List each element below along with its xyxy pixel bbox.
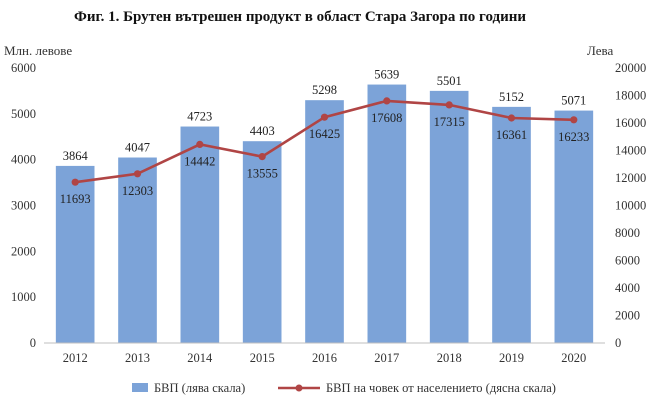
bar: [242, 141, 282, 343]
left-axis-title: Млн. левове: [4, 43, 72, 58]
line-data-label: 11693: [60, 192, 91, 206]
right-tick-label: 14000: [615, 144, 646, 158]
bar-data-label: 5298: [312, 83, 337, 97]
line-data-label: 17315: [434, 115, 465, 129]
line-point: [445, 101, 453, 109]
bar-series: [55, 84, 594, 344]
right-tick-label: 2000: [615, 309, 640, 323]
x-tick-label: 2017: [374, 351, 399, 365]
legend-bar-swatch: [132, 383, 148, 392]
bar: [492, 106, 531, 344]
line-data-label: 14442: [184, 154, 215, 168]
bar-data-labels: 3864 4047 4723 4403 5298 5639 5501 5152 5071: [63, 68, 587, 163]
bar: [367, 84, 407, 344]
line-point: [383, 97, 391, 105]
x-tick-label: 2014: [187, 351, 213, 365]
bar: [429, 90, 469, 344]
right-tick-label: 12000: [615, 171, 646, 185]
right-tick-label: 0: [615, 336, 621, 350]
left-tick-label: 1000: [11, 290, 36, 304]
line-point: [258, 153, 266, 161]
left-tick-label: 2000: [11, 244, 36, 258]
x-tick-label: 2012: [63, 351, 88, 365]
legend: БВП (лява скала) БВП на човек от населен…: [132, 381, 556, 395]
line-data-label: 16233: [558, 130, 589, 144]
bar-data-label: 3864: [63, 149, 89, 163]
line-data-label: 13555: [247, 167, 278, 181]
right-axis-ticks: 0 2000 4000 6000 8000 10000 12000 14000 16000 180…: [615, 61, 646, 350]
line-data-label: 17608: [371, 111, 402, 125]
bar: [118, 157, 157, 343]
bar-data-label: 4723: [187, 110, 212, 124]
bar-data-label: 4403: [250, 124, 275, 138]
line-point: [320, 113, 329, 121]
legend-line-marker: [295, 384, 303, 392]
line-point: [507, 114, 516, 122]
x-tick-label: 2019: [499, 351, 524, 365]
right-tick-label: 4000: [615, 281, 640, 295]
x-axis-ticks: 2012 2013 2014 2015 2016 2017 2018 2019 2020: [63, 351, 587, 365]
line-data-labels: 11693 12303 14442 13555 16425 17608 17315 16361…: [60, 111, 590, 206]
right-tick-label: 6000: [615, 254, 640, 268]
line-series: [71, 97, 578, 186]
legend-line-label: БВП на човек от населението (дясна скала…: [326, 381, 556, 395]
x-tick-label: 2018: [437, 351, 462, 365]
line-point: [133, 170, 142, 178]
bar: [305, 100, 344, 344]
left-tick-label: 6000: [11, 61, 36, 75]
x-tick-label: 2016: [312, 351, 337, 365]
right-tick-label: 10000: [615, 199, 646, 213]
line-point: [570, 116, 578, 124]
line-data-label: 12303: [122, 184, 153, 198]
x-tick-label: 2015: [250, 351, 275, 365]
bar-data-label: 5071: [561, 94, 586, 108]
left-tick-label: 0: [30, 336, 36, 350]
right-tick-label: 18000: [615, 89, 646, 103]
bar-data-label: 5639: [374, 68, 399, 82]
bar: [180, 126, 220, 343]
bar: [55, 165, 95, 343]
line-point: [71, 178, 79, 186]
bar: [554, 110, 594, 343]
right-tick-label: 8000: [615, 226, 640, 240]
left-tick-label: 3000: [11, 199, 36, 213]
x-tick-label: 2013: [125, 351, 150, 365]
chart-title: Фиг. 1. Брутен вътрешен продукт в област…: [74, 9, 526, 25]
line-data-label: 16425: [309, 127, 340, 141]
legend-bar-label: БВП (лява скала): [154, 381, 245, 395]
line-data-label: 16361: [496, 128, 527, 142]
bar-data-label: 5152: [499, 90, 524, 104]
x-tick-label: 2020: [561, 351, 586, 365]
right-tick-label: 16000: [615, 116, 646, 130]
right-axis-title: Лева: [587, 43, 613, 58]
bar-data-label: 5501: [437, 74, 462, 88]
left-tick-label: 4000: [11, 153, 36, 167]
right-tick-label: 20000: [615, 61, 646, 75]
line-point: [196, 140, 204, 148]
left-axis-ticks: 0 1000 2000 3000 4000 5000 6000: [11, 61, 36, 350]
left-tick-label: 5000: [11, 107, 36, 121]
bar-data-label: 4047: [125, 141, 150, 155]
